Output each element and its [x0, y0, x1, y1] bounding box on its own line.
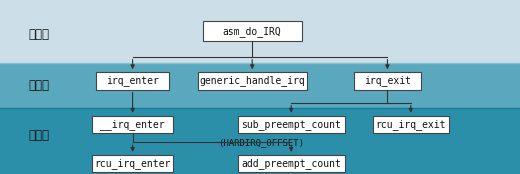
Text: irq_exit: irq_exit [364, 76, 411, 86]
Bar [373, 116, 448, 133]
Text: rcu_irq_exit: rcu_irq_exit [375, 119, 446, 130]
Bar [0, 108, 520, 174]
Bar [0, 63, 520, 108]
Bar [198, 72, 307, 90]
Text: 实现层: 实现层 [29, 79, 49, 92]
Text: irq_enter: irq_enter [106, 76, 159, 86]
Bar [238, 155, 345, 172]
Text: add_preempt_count: add_preempt_count [241, 158, 341, 169]
Bar [93, 155, 173, 172]
Text: generic_handle_irq: generic_handle_irq [199, 76, 305, 86]
Bar [96, 72, 169, 90]
Text: (HARDIRQ_OFFSET): (HARDIRQ_OFFSET) [218, 138, 304, 147]
Bar [203, 21, 302, 41]
Text: __irq_enter: __irq_enter [100, 119, 165, 130]
Bar [354, 72, 421, 90]
Text: 核心层: 核心层 [29, 129, 49, 142]
Text: asm_do_IRQ: asm_do_IRQ [223, 26, 281, 37]
Text: sub_preempt_count: sub_preempt_count [241, 119, 341, 130]
Text: rcu_irq_enter: rcu_irq_enter [95, 158, 171, 169]
Bar [93, 116, 173, 133]
Text: 调用层: 调用层 [29, 28, 49, 41]
Bar [0, 0, 520, 63]
Bar [238, 116, 345, 133]
